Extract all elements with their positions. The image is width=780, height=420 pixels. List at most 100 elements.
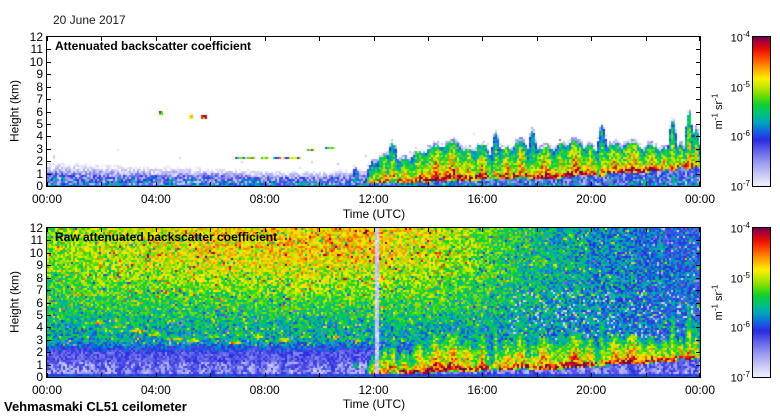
panel-title-raw: Raw attenuated backscatter coefficient	[55, 230, 278, 244]
x-axis-label-raw: Time (UTC)	[342, 397, 406, 411]
x-axis-tick	[428, 37, 429, 41]
x-axis-tick	[591, 228, 592, 232]
x-axis-tick	[265, 37, 266, 41]
x-axis-tick	[699, 182, 700, 186]
y-tick-label: 9	[36, 67, 43, 82]
x-tick-label: 16:00	[467, 383, 498, 397]
y-axis-tick	[47, 365, 51, 366]
y-tick-label: 9	[36, 258, 43, 273]
x-axis-tick	[374, 182, 375, 186]
y-axis-tick	[47, 161, 51, 162]
x-axis-tick	[482, 37, 483, 41]
x-axis-tick	[537, 37, 538, 41]
x-tick-label: 00:00	[31, 383, 63, 397]
footer-caption: Vehmasmaki CL51 ceilometer	[4, 399, 187, 414]
x-axis-tick	[210, 373, 211, 377]
colorbar-tick-label: 10-4	[730, 221, 750, 236]
x-axis-tick	[101, 228, 102, 232]
y-axis-tick	[696, 290, 700, 291]
colorbar-tick-label: 10-7	[730, 370, 750, 385]
heatmap-canvas-raw	[47, 228, 700, 377]
y-axis-tick	[47, 253, 51, 254]
x-axis-tick	[319, 37, 320, 41]
x-axis-tick	[537, 373, 538, 377]
x-axis-tick	[319, 228, 320, 232]
y-axis-tick	[47, 303, 51, 304]
x-axis-tick	[156, 228, 157, 232]
y-axis-tick	[696, 240, 700, 241]
y-axis-tick	[47, 74, 51, 75]
x-axis-tick	[537, 228, 538, 232]
y-tick-label: 3	[36, 141, 43, 156]
x-axis-tick	[482, 373, 483, 377]
x-axis-tick	[319, 373, 320, 377]
y-axis-tick	[47, 62, 51, 63]
y-tick-label: 8	[36, 270, 43, 285]
x-axis-tick	[646, 37, 647, 41]
x-axis-tick	[47, 373, 48, 377]
colorbar-gradient-processed	[753, 37, 770, 186]
y-tick-label: 6	[36, 295, 43, 310]
colorbar-tick-label: 10-6	[730, 320, 750, 335]
y-axis-tick	[47, 136, 51, 137]
y-axis-tick	[47, 352, 51, 353]
x-axis-tick	[699, 228, 700, 232]
y-axis-tick	[696, 62, 700, 63]
x-axis-tick	[428, 373, 429, 377]
y-tick-label: 0	[36, 370, 43, 384]
x-axis-tick	[47, 37, 48, 41]
y-tick-label: 4	[36, 129, 43, 144]
y-axis-tick	[696, 149, 700, 150]
y-tick-label: 7	[36, 283, 43, 298]
x-axis-tick	[265, 182, 266, 186]
y-axis-tick	[696, 49, 700, 50]
y-axis-tick	[696, 136, 700, 137]
y-axis-tick	[696, 124, 700, 125]
y-axis-tick	[47, 87, 51, 88]
y-tick-label: 11	[30, 233, 43, 248]
y-tick-label: 8	[36, 79, 43, 94]
x-axis-tick	[210, 228, 211, 232]
panel-attenuated-backscatter: Attenuated backscatter coefficient	[46, 36, 701, 187]
x-axis-tick	[156, 373, 157, 377]
y-axis-tick	[696, 99, 700, 100]
colorbar-raw	[752, 227, 771, 378]
y-axis-tick	[696, 278, 700, 279]
y-tick-label: 4	[36, 320, 43, 335]
y-tick-label: 0	[36, 179, 43, 193]
y-axis-tick	[47, 99, 51, 100]
colorbar-tick-label: 10-6	[730, 129, 750, 144]
y-tick-label: 12	[29, 30, 43, 44]
x-tick-label: 00:00	[684, 192, 716, 206]
x-axis-tick	[319, 182, 320, 186]
x-axis-tick	[47, 182, 48, 186]
x-axis-tick	[482, 228, 483, 232]
y-axis-tick	[47, 290, 51, 291]
x-axis-tick	[374, 373, 375, 377]
y-tick-label: 5	[36, 307, 43, 322]
x-axis-tick	[101, 37, 102, 41]
panel-title-processed: Attenuated backscatter coefficient	[55, 39, 252, 53]
x-axis-tick	[265, 373, 266, 377]
x-axis-tick	[428, 182, 429, 186]
x-axis-tick	[646, 228, 647, 232]
y-axis-tick	[696, 253, 700, 254]
x-axis-tick	[428, 228, 429, 232]
x-axis-tick	[646, 373, 647, 377]
x-axis-tick	[156, 182, 157, 186]
x-axis-tick	[374, 37, 375, 41]
y-axis-tick	[47, 240, 51, 241]
y-tick-label: 3	[36, 332, 43, 347]
x-axis-tick	[210, 182, 211, 186]
heatmap-canvas-processed	[47, 37, 700, 186]
y-axis-tick	[47, 174, 51, 175]
x-axis-tick	[591, 182, 592, 186]
x-axis-tick	[537, 182, 538, 186]
y-tick-label: 12	[29, 221, 43, 235]
x-tick-label: 20:00	[576, 383, 607, 397]
y-axis-tick	[47, 315, 51, 316]
panel-raw-backscatter: Raw attenuated backscatter coefficient	[46, 227, 701, 378]
y-axis-tick	[696, 315, 700, 316]
y-axis-tick	[696, 327, 700, 328]
